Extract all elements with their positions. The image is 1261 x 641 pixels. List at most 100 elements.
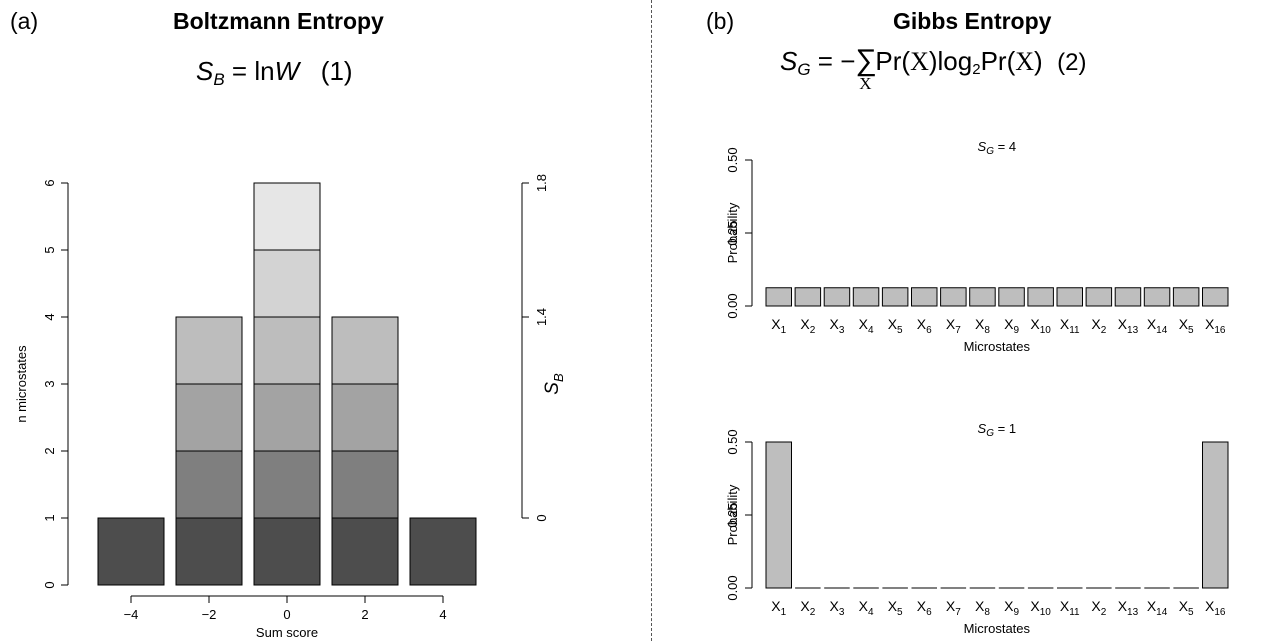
x-tick-label: X9: [1004, 598, 1019, 618]
x-axis-label: Sum score: [256, 625, 318, 640]
x-tick-label: X4: [859, 316, 874, 336]
bar-segment: [253, 182, 321, 251]
x-tick-label: X7: [946, 598, 961, 618]
bar-segment: [331, 450, 399, 519]
boltzmann-plot-area: 0 1 2 3 4 5 6 n microstates −4 −2 0 2 4 Sum score 0 1.4…: [14, 174, 566, 640]
x-tick-label: X5: [888, 316, 903, 336]
probability-bar: [881, 287, 909, 307]
probability-bar: [998, 287, 1025, 307]
x-tick-label: X6: [917, 598, 932, 618]
x-tick-label: X10: [1030, 598, 1051, 618]
probability-bar: [1027, 287, 1054, 307]
probability-bar: [1202, 441, 1229, 589]
bar-segment: [331, 316, 399, 385]
x-tick-label: X2: [800, 598, 815, 618]
y-tick-label: 6: [42, 179, 57, 186]
x-tick-label: X11: [1060, 598, 1080, 618]
bar-segment: [331, 383, 399, 452]
plot-subtitle: SG = 1: [978, 421, 1017, 439]
probability-bar: [1143, 287, 1171, 307]
y-axis-label: n microstates: [14, 345, 29, 423]
bar-segment: [175, 517, 243, 586]
x-tick-label: X8: [975, 598, 990, 618]
probability-bar: [823, 287, 851, 307]
x-tick-label: X1: [771, 598, 786, 618]
probability-bar: [852, 287, 880, 307]
y-tick-label: 0.25: [725, 502, 740, 527]
boltzmann-chart: 0 1 2 3 4 5 6 n microstates −4 −2 0 2 4 Sum score 0 1.4…: [14, 174, 566, 640]
panel-divider: [651, 0, 652, 641]
bar-segment: [253, 517, 321, 586]
y-tick-label: 0.25: [725, 220, 740, 245]
y-tick-label: 0.50: [725, 429, 740, 454]
panel-a-title: Boltzmann Entropy: [173, 8, 384, 34]
probability-bar: [794, 287, 822, 307]
y-tick-label: 3: [42, 380, 57, 387]
x-tick-label: −4: [124, 607, 139, 622]
gibbs-eq-number: (2): [1057, 49, 1087, 76]
bar-segment: [253, 249, 321, 318]
probability-bar: [1085, 287, 1113, 307]
y-tick-label: 0.00: [725, 293, 740, 318]
x-tick-label: X4: [859, 598, 874, 618]
x-tick-label: 4: [439, 607, 446, 622]
probability-bar: [1172, 287, 1200, 307]
x-tick-label: X5: [888, 598, 903, 618]
boltzmann-eq-number: (1): [320, 56, 353, 86]
bar-segment: [253, 450, 321, 519]
x-tick-label: X10: [1030, 316, 1051, 336]
bar-segment: [253, 383, 321, 452]
y-tick-label: 0: [42, 581, 57, 588]
panel-a-letter: (a): [10, 8, 39, 34]
x-tick-label: 2: [361, 607, 368, 622]
x-tick-label: X2: [800, 316, 815, 336]
x-tick-label: X13: [1118, 316, 1139, 336]
bar-segment: [175, 450, 243, 519]
x-tick-label: X14: [1147, 598, 1168, 618]
bar-segment: [331, 517, 399, 586]
x-tick-label: X2: [1091, 598, 1106, 618]
x-tick-label: X1: [771, 316, 786, 336]
y-tick-label: 5: [42, 246, 57, 253]
x-axis-label: Microstates: [964, 339, 1031, 354]
probability-bar: [969, 287, 996, 307]
panel-b-letter: (b): [706, 8, 735, 34]
probability-bar: [1056, 287, 1083, 307]
x-tick-label: 0: [283, 607, 290, 622]
gibbs-uniform-plot: SG = 4 0.00 0.25 0.50 Probability X1 X2 X3 X4 X5 X…: [725, 139, 1229, 354]
y-tick-label: 1: [42, 514, 57, 521]
probability-bar: [940, 287, 967, 307]
y-tick-label: 2: [42, 447, 57, 454]
y-axis-label: Probability: [725, 202, 740, 263]
gibbs-formula: SG = −∑ X Pr(X)log2Pr(X) (2): [780, 44, 1087, 93]
x-tick-label: X3: [829, 316, 844, 336]
x-tick-label: X7: [946, 316, 961, 336]
gibbs-charts: SG = 4 0.00 0.25 0.50 Probability X1 X2 X3 X4 X5 X…: [725, 139, 1229, 636]
probability-bar: [1202, 287, 1229, 307]
panel-b-title: Gibbs Entropy: [893, 8, 1052, 34]
x-tick-label: X16: [1205, 598, 1226, 618]
gibbs-two-state-plot: SG = 1 0.00 0.25 0.50 Probability X1 X2 X3 X4 X5 X…: [725, 421, 1229, 636]
secondary-tick-label: 1.8: [534, 174, 549, 192]
x-tick-label: X14: [1147, 316, 1168, 336]
y-tick-label: 0.00: [725, 575, 740, 600]
x-tick-label: X2: [1091, 316, 1106, 336]
probability-bar: [765, 441, 792, 589]
probability-bar: [1114, 287, 1142, 307]
bar-segment: [409, 517, 477, 586]
y-tick-label: 4: [42, 313, 57, 320]
bar-segment: [253, 316, 321, 385]
x-tick-label: X11: [1060, 316, 1080, 336]
probability-bar: [911, 287, 938, 307]
x-tick-label: X5: [1179, 316, 1194, 336]
probability-bar: [765, 287, 792, 307]
secondary-tick-label: 1.4: [534, 308, 549, 326]
boltzmann-formula: SB = lnW (1): [196, 56, 353, 89]
bar-segment: [97, 517, 165, 586]
x-tick-label: −2: [202, 607, 217, 622]
x-tick-label: X3: [829, 598, 844, 618]
x-tick-label: X8: [975, 316, 990, 336]
secondary-tick-label: 0: [534, 514, 549, 521]
x-axis-label: Microstates: [964, 621, 1031, 636]
x-tick-label: X5: [1179, 598, 1194, 618]
